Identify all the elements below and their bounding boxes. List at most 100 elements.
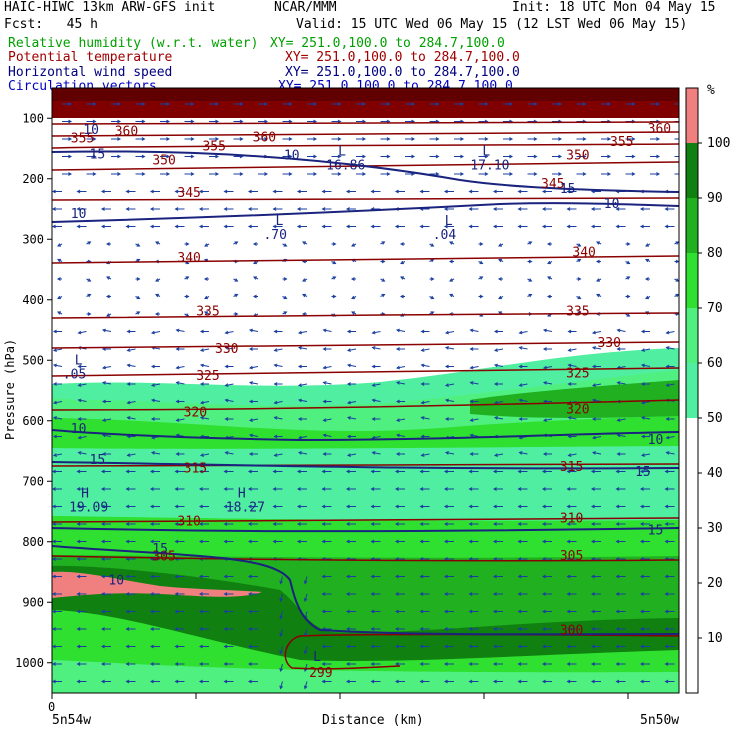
wind-vector bbox=[519, 347, 528, 350]
org-label: NCAR/MMM bbox=[274, 0, 337, 15]
wind-vector-head bbox=[117, 102, 122, 106]
wind-vector-head bbox=[345, 627, 350, 631]
wind-vector-head bbox=[52, 363, 58, 368]
wind-vector-head bbox=[444, 451, 450, 455]
wind-vector bbox=[280, 593, 283, 602]
wind-vector-head bbox=[656, 154, 661, 159]
wind-vector-head bbox=[394, 662, 399, 666]
wind-vector-head bbox=[149, 189, 154, 194]
wind-vector-head bbox=[321, 574, 326, 579]
wind-vector-head bbox=[105, 242, 110, 246]
colorbar-band bbox=[686, 143, 698, 198]
wind-vector-head bbox=[518, 346, 523, 350]
wind-vector-head bbox=[76, 592, 81, 596]
wind-vector-head bbox=[468, 207, 473, 211]
wind-vector-head bbox=[125, 189, 130, 194]
plot-frame bbox=[51, 87, 680, 694]
wind-vector-head bbox=[492, 574, 497, 579]
wind-vector-head bbox=[283, 277, 288, 281]
wind-vector-head bbox=[56, 277, 61, 281]
wind-vector-head bbox=[664, 207, 669, 211]
extremum-value: .04 bbox=[433, 228, 457, 243]
wind-vector-head bbox=[640, 382, 645, 386]
wind-vector bbox=[304, 628, 308, 637]
wind-vector-head bbox=[370, 679, 375, 684]
wind-vector-head bbox=[345, 522, 350, 526]
wind-vector-head bbox=[100, 592, 105, 596]
wind-vector-head bbox=[419, 522, 424, 526]
wind-vector bbox=[470, 418, 479, 421]
wind-vector-head bbox=[248, 452, 253, 456]
wind-vector bbox=[396, 329, 406, 332]
wind-vector-head bbox=[117, 172, 122, 176]
wind-vector-head bbox=[558, 172, 563, 176]
wind-vector-head bbox=[435, 137, 440, 141]
wind-vector-head bbox=[566, 487, 571, 491]
wind-vector-head bbox=[639, 224, 644, 229]
wind-vector-head bbox=[639, 207, 644, 211]
wind-vector-head bbox=[616, 418, 621, 422]
wind-vector-head bbox=[517, 592, 522, 596]
extremum-marker: H bbox=[238, 486, 246, 501]
wind-vector bbox=[617, 366, 626, 369]
wind-vector bbox=[347, 348, 357, 351]
wind-vector bbox=[280, 663, 283, 672]
wind-label: 15 bbox=[635, 465, 651, 480]
wind-vector bbox=[280, 681, 283, 689]
wind-vector-head bbox=[420, 434, 425, 439]
wind-vector-head bbox=[322, 399, 327, 404]
wind-vector-head bbox=[639, 679, 644, 684]
wind-vector-head bbox=[590, 487, 595, 491]
wind-label: 15 bbox=[560, 182, 576, 197]
wind-vector-head bbox=[68, 119, 73, 124]
wind-vector-head bbox=[100, 627, 105, 631]
wind-vector-head bbox=[346, 400, 352, 405]
wind-vector-head bbox=[394, 574, 399, 579]
wind-vector-head bbox=[76, 522, 81, 526]
wind-vector-head bbox=[615, 539, 620, 544]
wind-vector-head bbox=[566, 189, 571, 194]
wind-vector-head bbox=[52, 329, 57, 334]
wind-vector-head bbox=[430, 277, 435, 281]
wind-vector bbox=[53, 364, 63, 367]
y-tick-label: 200 bbox=[22, 172, 44, 186]
wind-vector-head bbox=[272, 207, 277, 211]
wind-vector bbox=[396, 418, 406, 421]
wind-vector-head bbox=[313, 137, 318, 141]
x-tick-label-0: 0 bbox=[48, 700, 55, 714]
wind-vector-head bbox=[444, 417, 449, 421]
wind-vector-head bbox=[615, 224, 620, 229]
wind-vector-head bbox=[479, 294, 484, 299]
colorbar-tick-label: 10 bbox=[707, 631, 723, 646]
colorbar-tick-label: 20 bbox=[707, 576, 723, 591]
field-wind-xy: XY= 251.0,100.0 to 284.7,100.0 bbox=[285, 65, 520, 80]
wind-vector bbox=[568, 364, 577, 367]
wind-vector-head bbox=[175, 328, 180, 333]
wind-vector-head bbox=[100, 679, 105, 684]
wind-label: 15 bbox=[152, 542, 168, 557]
wind-vector bbox=[151, 383, 161, 386]
wind-vector-head bbox=[313, 102, 318, 106]
wind-vector-head bbox=[337, 102, 342, 106]
theta-label: 335 bbox=[196, 305, 219, 320]
wind-vector-head bbox=[591, 451, 597, 455]
wind-vector-head bbox=[77, 435, 82, 440]
wind-vector-head bbox=[370, 574, 375, 579]
wind-vector-head bbox=[272, 504, 277, 509]
wind-vector bbox=[298, 436, 308, 439]
wind-vector-head bbox=[100, 487, 105, 491]
wind-vector-head bbox=[288, 154, 293, 159]
wind-vector-head bbox=[615, 469, 620, 474]
wind-vector bbox=[280, 576, 283, 584]
wind-vector bbox=[274, 453, 283, 456]
wind-vector bbox=[445, 347, 455, 350]
wind-vector-head bbox=[345, 189, 350, 194]
extremum-marker: L bbox=[75, 353, 83, 368]
wind-vector-head bbox=[321, 662, 326, 666]
wind-vector-head bbox=[469, 452, 474, 456]
wind-vector-head bbox=[100, 644, 105, 649]
wind-vector-head bbox=[149, 627, 154, 631]
wind-vector-head bbox=[279, 650, 283, 655]
wind-vector bbox=[470, 366, 479, 369]
wind-vector-head bbox=[386, 137, 391, 141]
